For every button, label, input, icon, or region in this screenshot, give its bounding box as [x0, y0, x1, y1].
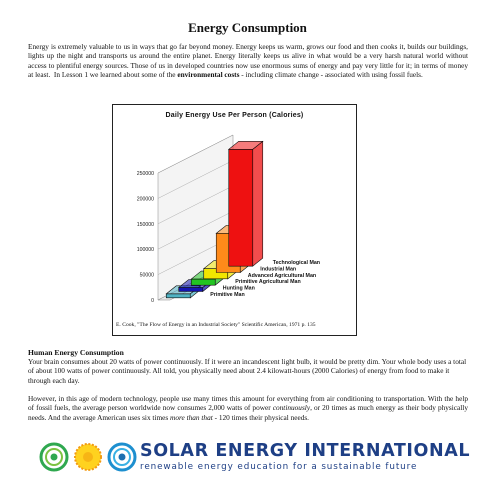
- chart-bar: [228, 149, 254, 267]
- org-name: SOLAR ENERGY INTERNATIONAL: [140, 441, 471, 461]
- chart-bar: [190, 278, 216, 286]
- bar-category-label: Industrial Man: [260, 267, 296, 273]
- chart-title: Daily Energy Use Per Person (Calories): [165, 112, 304, 119]
- paragraph-2: However, in this age of modern technolog…: [28, 394, 468, 422]
- chart-bar-top: [227, 141, 264, 150]
- y-tick-label: 200000: [137, 196, 154, 202]
- bar-category-label: Advanced Agricultural Man: [248, 273, 316, 279]
- bar-category-label: Primitive Agricultural Man: [235, 279, 300, 285]
- chart-bar-side: [252, 140, 264, 267]
- y-tick-label: 100000: [137, 247, 154, 253]
- y-tick-label: 0: [151, 298, 154, 304]
- sei-logo-icon: [39, 442, 137, 472]
- y-tick-label: 50000: [140, 273, 155, 279]
- chart-gridline: [157, 185, 234, 224]
- chart-bar: [178, 287, 204, 292]
- bar-category-label: Primitive Man: [210, 292, 244, 298]
- org-tagline: renewable energy education for a sustain…: [140, 462, 418, 472]
- chart-gridline: [157, 134, 234, 174]
- y-tick-label: 150000: [137, 222, 154, 228]
- energy-chart: Daily Energy Use Per Person (Calories) 0…: [112, 104, 357, 336]
- paragraph-1: Your brain consumes about 20 watts of po…: [28, 357, 467, 385]
- y-tick-label: 250000: [137, 171, 154, 177]
- bar-category-label: Technological Man: [273, 260, 320, 266]
- intro-paragraph: Energy is extremely valuable to us in wa…: [28, 42, 468, 80]
- bar-category-label: Hunting Man: [223, 286, 255, 292]
- chart-plot: 0 50000 100000 150000 200000 250000 Primitive …: [137, 134, 320, 304]
- chart-caption: E. Cook, "The Flow of Energy in an Indus…: [116, 322, 316, 328]
- section-heading: Human Energy Consumption: [28, 348, 124, 357]
- page-title: Energy Consumption: [188, 20, 307, 35]
- chart-bar: [165, 293, 191, 299]
- chart-gridline: [157, 160, 234, 199]
- chart-gridline: [157, 211, 234, 250]
